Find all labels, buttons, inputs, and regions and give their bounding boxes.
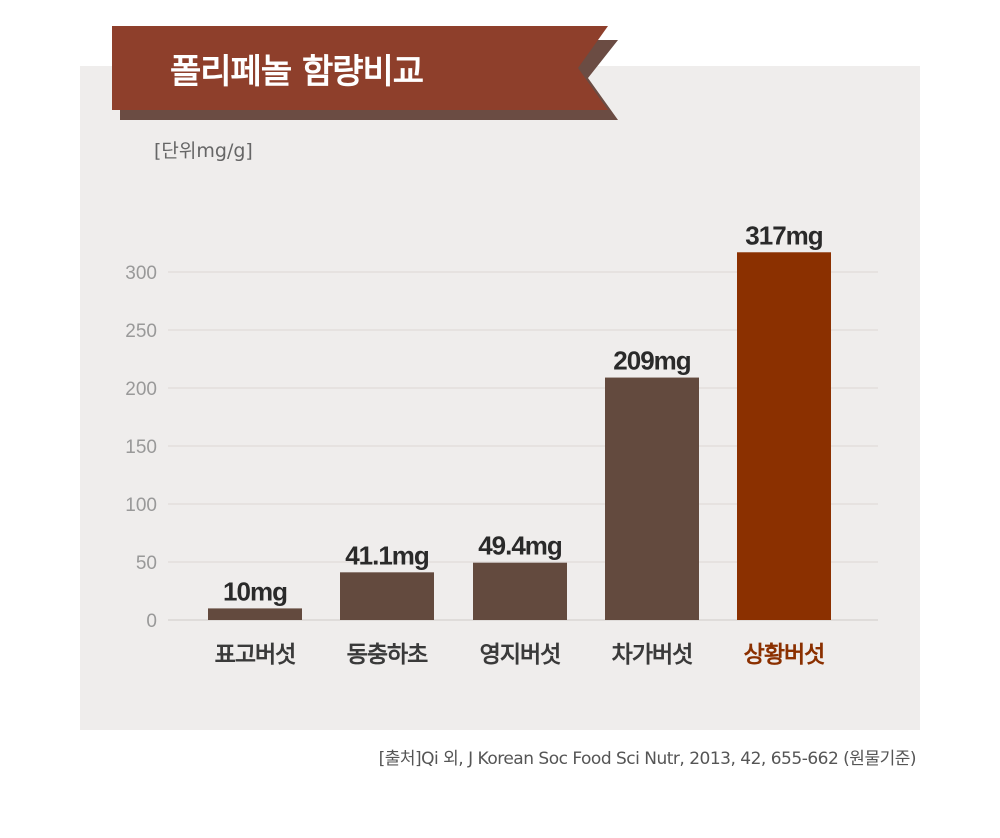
y-tick-label: 100 [125,495,157,516]
x-tick-label: 차가버섯 [612,642,693,668]
bar [605,377,699,620]
banner-front [112,26,608,110]
y-tick-label: 50 [136,553,157,574]
bar [340,572,434,620]
page-title: 폴리페놀 함량비교 [170,52,424,92]
data-label: 209mg [613,346,690,376]
x-tick-label: 동충하초 [347,642,428,668]
y-tick-label: 0 [146,611,157,632]
bar [208,608,302,620]
x-tick-label: 표고버섯 [215,642,296,668]
data-label: 49.4mg [478,531,562,561]
bar [473,562,567,620]
data-label: 41.1mg [345,540,429,570]
y-tick-label: 250 [125,321,157,342]
data-label: 10mg [223,576,287,606]
y-tick-label: 150 [125,437,157,458]
source-citation: [출처]Qi 외, J Korean Soc Food Sci Nutr, 20… [378,749,917,769]
unit-label: [단위mg/g] [154,140,253,162]
data-label: 317mg [745,220,822,250]
bar [737,252,831,620]
x-tick-label: 영지버섯 [480,642,561,668]
y-tick-label: 200 [125,379,157,400]
banner-ribbon [112,26,618,120]
title-banner: 폴리페놀 함량비교 [112,26,618,122]
x-tick-label: 상황버섯 [744,642,825,668]
y-tick-label: 300 [125,263,157,284]
